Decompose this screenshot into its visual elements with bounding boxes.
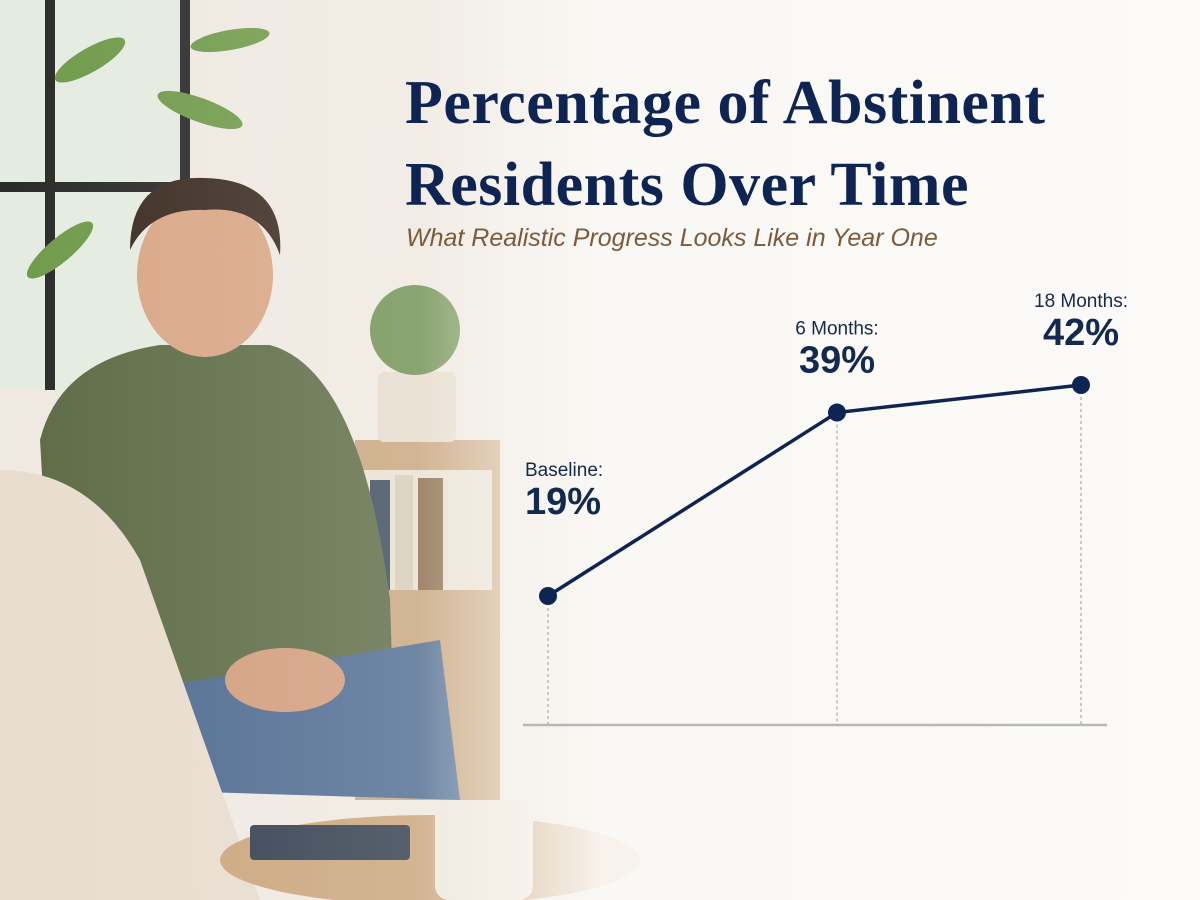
value-label: 42% (1043, 312, 1119, 354)
data-point (539, 587, 557, 605)
value-label: 39% (799, 340, 875, 382)
chart-title: Percentage of Abstinent Residents Over T… (405, 69, 1046, 219)
data-point (828, 403, 846, 422)
value-label: 19% (525, 481, 601, 523)
category-label: 18 Months: (1034, 291, 1128, 312)
data-point (1072, 376, 1090, 394)
data-line (547, 383, 1082, 598)
chart-subtitle: What Realistic Progress Looks Like in Ye… (406, 224, 938, 252)
category-label: 6 Months: (795, 319, 878, 340)
category-label: Baseline: (525, 460, 603, 481)
